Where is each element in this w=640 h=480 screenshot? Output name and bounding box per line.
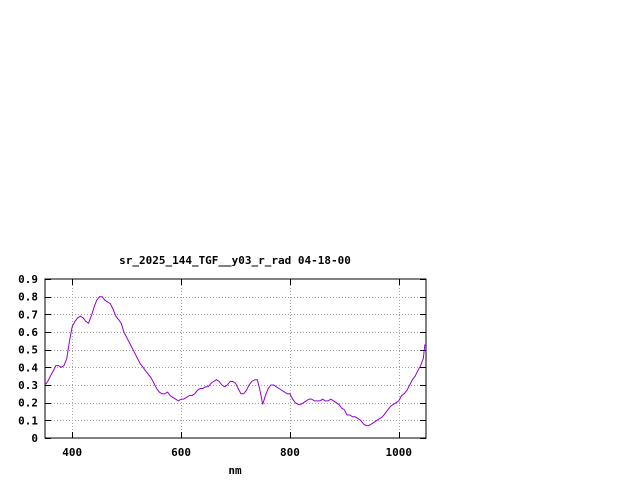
y-tick-label: 0.7 bbox=[18, 308, 38, 321]
series-line bbox=[44, 296, 426, 427]
x-tick-label: 400 bbox=[62, 446, 82, 459]
y-axis-tick-labels: 0 0.1 0.2 0.3 0.4 0.5 0.6 0.7 0.8 0.9 bbox=[18, 273, 38, 445]
x-tick-label: 800 bbox=[280, 446, 300, 459]
y-tick-label: 0.2 bbox=[18, 397, 38, 410]
y-tick-label: 0 bbox=[31, 432, 38, 445]
plot-frame bbox=[44, 278, 427, 439]
y-tick-label: 0.4 bbox=[18, 361, 38, 374]
y-tick-label: 0.9 bbox=[18, 273, 38, 286]
x-axis-label: nm bbox=[228, 464, 242, 477]
y-tick-label: 0.8 bbox=[18, 291, 38, 304]
y-tick-label: 0.6 bbox=[18, 326, 38, 339]
axis-ticks bbox=[45, 279, 426, 439]
x-axis-tick-labels: 400 600 800 1000 bbox=[62, 446, 412, 459]
grid bbox=[45, 279, 426, 438]
x-tick-label: 1000 bbox=[386, 446, 413, 459]
y-tick-label: 0.5 bbox=[18, 344, 38, 357]
x-tick-label: 600 bbox=[171, 446, 191, 459]
chart-title: sr_2025_144_TGF__y03_r_rad 04-18-00 bbox=[119, 254, 351, 267]
y-tick-label: 0.3 bbox=[18, 379, 38, 392]
y-tick-label: 0.1 bbox=[18, 414, 38, 427]
